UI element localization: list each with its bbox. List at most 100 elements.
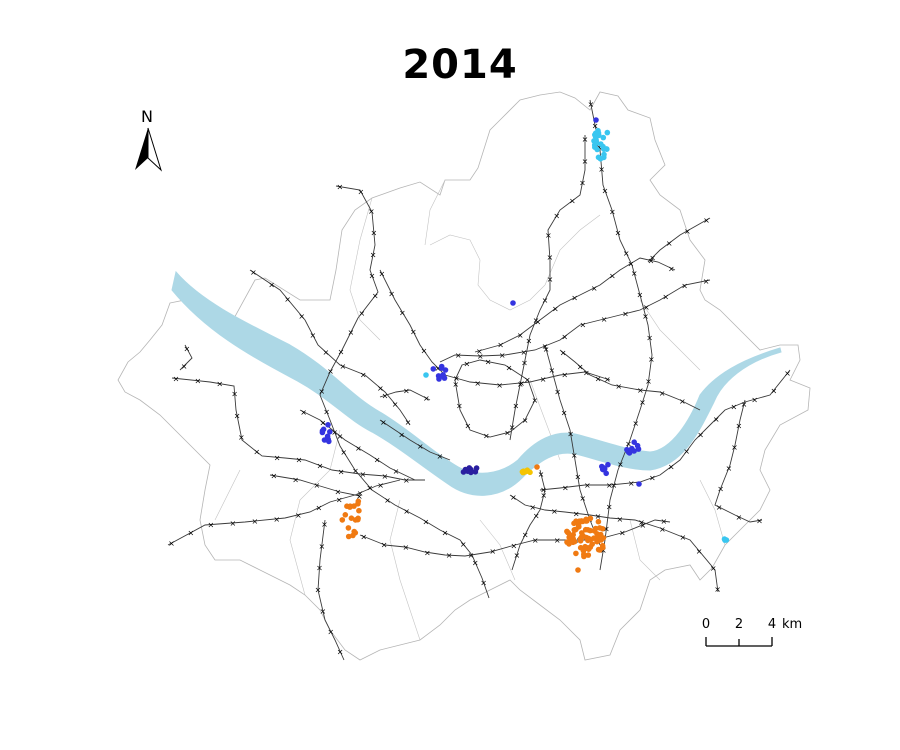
cluster-southwest-orange-point (339, 517, 346, 523)
station-marker: × (509, 423, 516, 432)
cluster-central-blue-point (430, 366, 437, 372)
station-marker: × (736, 421, 743, 430)
station-marker: × (604, 375, 611, 384)
station-marker: × (631, 269, 638, 278)
station-marker: × (381, 541, 388, 550)
scale-tick-4: 4 (768, 617, 776, 632)
station-marker: × (296, 455, 303, 464)
station-marker: × (188, 529, 195, 538)
cluster-north-cyan-point (600, 134, 607, 141)
station-marker: × (371, 229, 378, 238)
station-marker: × (697, 430, 704, 439)
scale-unit: km (782, 617, 802, 632)
rail-line (439, 279, 711, 363)
cluster-east-blue-point (635, 446, 642, 452)
cluster-southeast-orange-point (571, 527, 578, 533)
station-marker: × (251, 517, 258, 526)
station-marker: × (522, 531, 529, 540)
cluster-central-blue-point (442, 367, 449, 373)
station-marker: × (403, 507, 410, 516)
station-marker: × (533, 316, 540, 325)
rail-line (539, 369, 791, 491)
station-marker: × (393, 467, 400, 476)
station-marker: × (380, 418, 387, 427)
subway-lines (167, 99, 791, 661)
station-marker: × (741, 400, 748, 409)
station-marker: × (472, 558, 479, 567)
station-marker: × (643, 303, 650, 312)
rail-line (714, 399, 763, 523)
cluster-southwest-orange-point (355, 501, 361, 507)
station-marker: × (623, 249, 630, 258)
station-marker: × (316, 564, 323, 573)
station-marker: × (606, 481, 613, 490)
station-marker: × (320, 607, 327, 616)
cluster-river-navy-point (460, 469, 467, 475)
station-marker: × (337, 647, 344, 656)
cluster-central-blue-point (441, 375, 448, 381)
station-marker: × (511, 541, 518, 550)
station-marker: × (300, 408, 307, 417)
cluster-southeast-orange-point (579, 530, 585, 536)
station-marker: × (423, 518, 430, 527)
station-marker: × (321, 520, 328, 529)
station-marker: × (595, 375, 602, 384)
station-marker: × (659, 525, 666, 534)
station-marker: × (271, 472, 278, 481)
station-marker: × (717, 485, 724, 494)
station-marker: × (648, 355, 655, 364)
station-marker: × (542, 342, 549, 351)
station-marker: × (632, 419, 639, 428)
station-marker: × (474, 379, 481, 388)
station-marker: × (423, 394, 430, 403)
station-marker: × (545, 231, 552, 240)
station-marker: × (602, 187, 609, 196)
station-marker: × (392, 400, 399, 409)
cluster-southwest-orange-point (345, 533, 352, 540)
station-marker: × (377, 384, 384, 393)
station-marker: × (374, 456, 381, 465)
station-marker: × (339, 362, 346, 371)
station-marker: × (579, 494, 586, 503)
station-marker: × (521, 348, 528, 357)
station-marker: × (309, 331, 316, 340)
station-marker: × (403, 543, 410, 552)
cluster-river-navy-point (468, 469, 474, 476)
station-marker: × (595, 512, 602, 521)
station-marker: × (684, 227, 691, 236)
station-marker: × (250, 268, 257, 277)
station-marker: × (335, 487, 342, 496)
scale-tick-2: 2 (735, 617, 743, 632)
station-marker: × (533, 512, 540, 521)
station-marker: × (587, 100, 594, 109)
station-marker: × (681, 281, 688, 290)
station-marker: × (476, 347, 483, 356)
scale-tick-0: 0 (702, 617, 710, 632)
station-marker: × (377, 481, 384, 490)
north-arrow-icon-outline (147, 127, 163, 172)
station-marker: × (366, 483, 373, 492)
rail-line (299, 409, 416, 481)
station-marker: × (268, 280, 275, 289)
station-marker: × (611, 481, 618, 490)
station-marker: × (497, 341, 504, 350)
station-marker: × (338, 467, 345, 476)
rail-line (379, 269, 611, 386)
cluster-north-cyan-point (593, 139, 599, 145)
station-marker: × (323, 408, 330, 417)
observation-points (319, 117, 730, 573)
station-marker: × (532, 536, 539, 545)
cluster-southeast-orange-point (573, 550, 579, 557)
cluster-southwest-orange-point (342, 512, 349, 518)
station-marker: × (571, 294, 578, 303)
station-marker: × (517, 331, 524, 340)
station-marker: × (567, 429, 574, 438)
han-river (171, 270, 782, 496)
north-arrow-icon (135, 128, 148, 170)
station-marker: × (639, 521, 646, 530)
station-marker: × (703, 277, 710, 286)
district-borders (214, 179, 726, 641)
isolated-point (510, 300, 516, 306)
station-marker: × (340, 448, 347, 457)
isolated-point (423, 372, 429, 378)
